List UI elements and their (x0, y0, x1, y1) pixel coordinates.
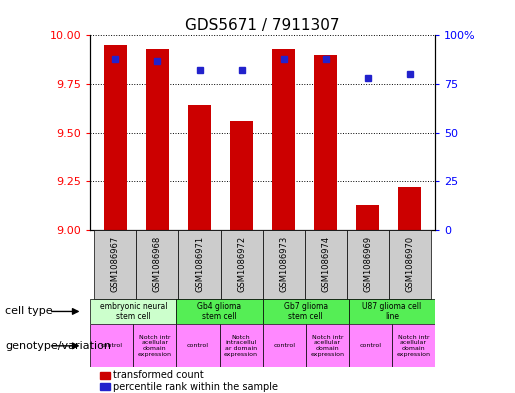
Text: cell type: cell type (5, 307, 53, 316)
Bar (356, 205, 380, 230)
Bar (399, 187, 421, 230)
Text: Notch intr
acellular
domain
expression: Notch intr acellular domain expression (397, 335, 431, 357)
Bar (272, 49, 295, 230)
Text: Notch intr
acellular
domain
expression: Notch intr acellular domain expression (138, 335, 172, 357)
Bar (306, 324, 349, 367)
Bar (263, 324, 306, 367)
Text: Gb7 glioma
stem cell: Gb7 glioma stem cell (284, 302, 328, 321)
Bar (230, 121, 253, 230)
Bar (176, 299, 263, 324)
Bar (305, 230, 347, 299)
Bar (389, 230, 431, 299)
Text: control: control (273, 343, 295, 348)
Title: GDS5671 / 7911307: GDS5671 / 7911307 (185, 18, 340, 33)
Text: U87 glioma cell
line: U87 glioma cell line (363, 302, 422, 321)
Text: Notch intr
acellular
domain
expression: Notch intr acellular domain expression (311, 335, 345, 357)
Bar (179, 230, 220, 299)
Text: GSM1086972: GSM1086972 (237, 236, 246, 292)
Bar (263, 230, 305, 299)
Bar (90, 299, 176, 324)
Bar (136, 230, 179, 299)
Text: transformed count: transformed count (113, 370, 203, 380)
Text: GSM1086974: GSM1086974 (321, 236, 330, 292)
Bar (104, 45, 127, 230)
Text: GSM1086967: GSM1086967 (111, 236, 120, 292)
Bar (94, 230, 136, 299)
Bar (176, 324, 219, 367)
Bar (133, 324, 176, 367)
Bar (263, 299, 349, 324)
Text: control: control (359, 343, 382, 348)
Bar (188, 105, 211, 230)
Text: Notch
intracellul
ar domain
expression: Notch intracellul ar domain expression (224, 335, 258, 357)
Bar (347, 230, 389, 299)
Bar (349, 324, 392, 367)
Bar (219, 324, 263, 367)
Bar (220, 230, 263, 299)
Text: GSM1086969: GSM1086969 (364, 236, 372, 292)
Text: GSM1086971: GSM1086971 (195, 236, 204, 292)
Bar (349, 299, 435, 324)
Bar (100, 383, 110, 390)
Text: GSM1086973: GSM1086973 (279, 236, 288, 292)
Text: GSM1086970: GSM1086970 (405, 236, 415, 292)
Text: GSM1086968: GSM1086968 (153, 236, 162, 292)
Text: control: control (101, 343, 123, 348)
Bar (314, 55, 337, 230)
Bar (146, 49, 169, 230)
Text: Gb4 glioma
stem cell: Gb4 glioma stem cell (197, 302, 242, 321)
Text: control: control (187, 343, 209, 348)
Text: embryonic neural
stem cell: embryonic neural stem cell (99, 302, 167, 321)
Bar (392, 324, 435, 367)
Text: percentile rank within the sample: percentile rank within the sample (113, 382, 278, 392)
Text: genotype/variation: genotype/variation (5, 341, 111, 351)
Bar (100, 372, 110, 379)
Bar (90, 324, 133, 367)
